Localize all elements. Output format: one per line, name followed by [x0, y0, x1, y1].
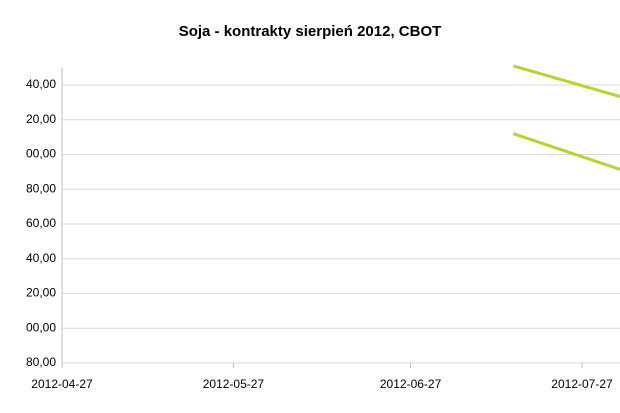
- y-tick-label: 00,00: [26, 147, 56, 161]
- x-tick-label: 2012-07-27: [551, 377, 613, 391]
- x-tick-label: 2012-05-27: [203, 377, 265, 391]
- y-tick-label: 80,00: [26, 355, 56, 369]
- y-tick-label: 20,00: [26, 112, 56, 126]
- trend-line: [512, 132, 620, 172]
- y-tick-label: 40,00: [26, 77, 56, 91]
- y-tick-label: 60,00: [26, 216, 56, 230]
- trend-line: [513, 64, 620, 99]
- y-tick-label: 80,00: [26, 181, 56, 195]
- y-tick-label: 40,00: [26, 251, 56, 265]
- x-tick-label: 2012-04-27: [31, 377, 93, 391]
- y-tick-label: 00,00: [26, 320, 56, 334]
- x-tick-label: 2012-06-27: [380, 377, 442, 391]
- chart-title: Soja - kontrakty sierpień 2012, CBOT: [179, 23, 442, 40]
- y-tick-label: 20,00: [26, 286, 56, 300]
